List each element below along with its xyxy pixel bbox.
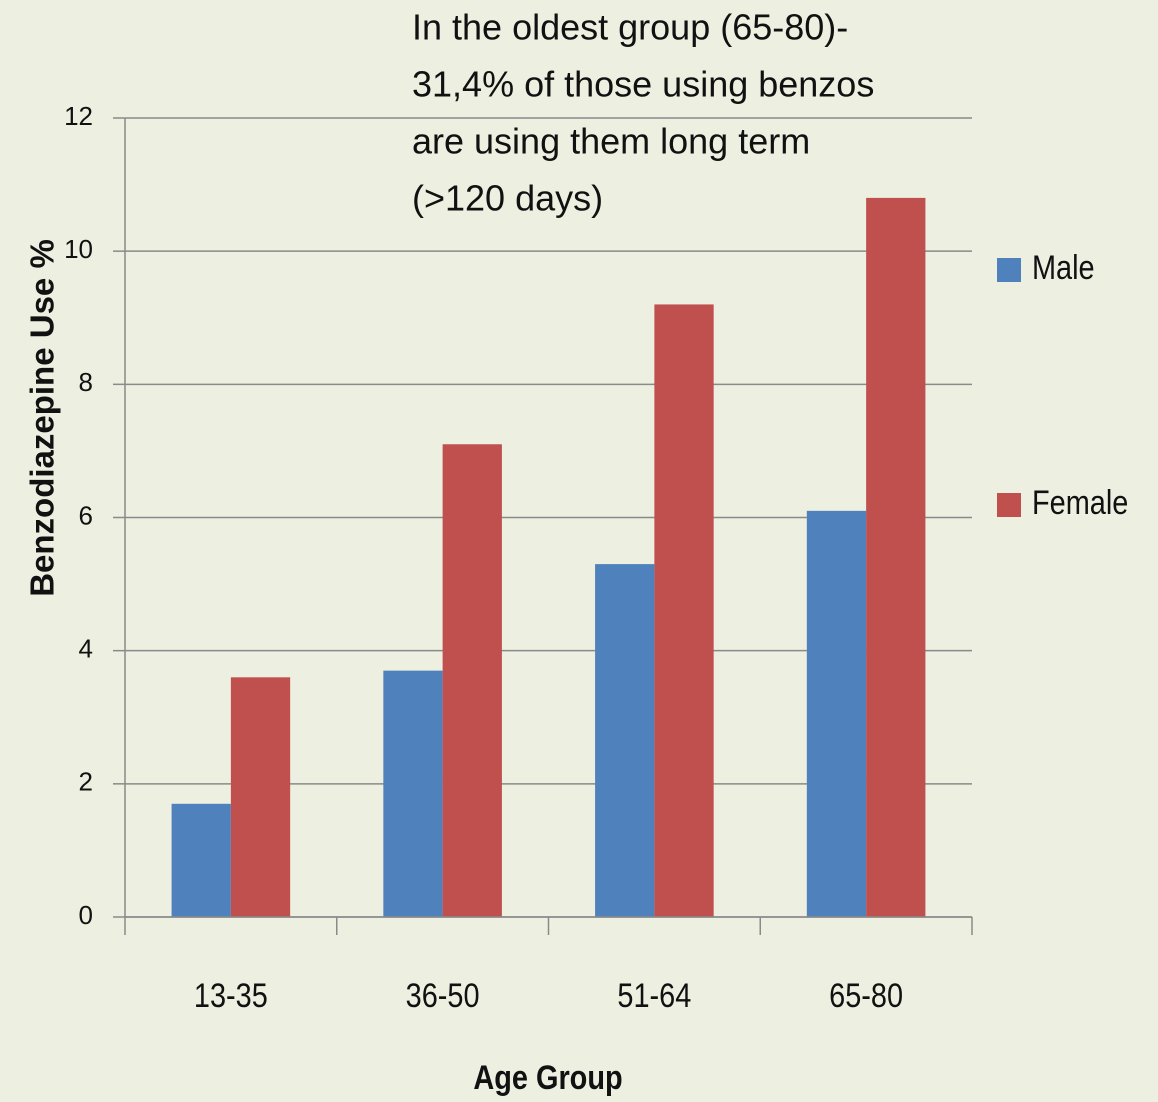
bar <box>595 564 655 917</box>
bar <box>171 803 231 917</box>
legend-swatch <box>997 493 1021 517</box>
legend-label: Female <box>1032 483 1128 522</box>
y-axis-label: Benzodiazepine Use % <box>24 239 61 597</box>
legend-swatch <box>997 258 1021 282</box>
annotation: In the oldest group (65-80)- <box>412 7 848 48</box>
bar <box>230 677 291 917</box>
bar <box>806 510 867 917</box>
y-tick-label: 8 <box>79 367 93 397</box>
x-tick-label: 65-80 <box>829 976 903 1015</box>
bar <box>654 304 714 917</box>
annotation: are using them long term <box>412 121 810 162</box>
y-tick-label: 6 <box>79 500 93 530</box>
annotation: (>120 days) <box>412 178 603 219</box>
bar <box>866 197 926 917</box>
bar <box>383 670 443 917</box>
y-tick-label: 0 <box>79 900 93 930</box>
y-tick-label: 12 <box>64 101 93 131</box>
x-tick-label: 51-64 <box>617 976 691 1015</box>
y-tick-label: 4 <box>79 634 93 664</box>
x-tick-label: 13-35 <box>194 976 268 1015</box>
y-tick-label: 10 <box>64 234 93 264</box>
annotation: 31,4% of those using benzos <box>412 64 874 105</box>
legend-label: Male <box>1032 248 1095 287</box>
bar <box>442 444 502 917</box>
x-axis-label: Age Group <box>473 1058 622 1097</box>
x-tick-label: 36-50 <box>406 976 480 1015</box>
y-tick-label: 2 <box>79 767 93 797</box>
